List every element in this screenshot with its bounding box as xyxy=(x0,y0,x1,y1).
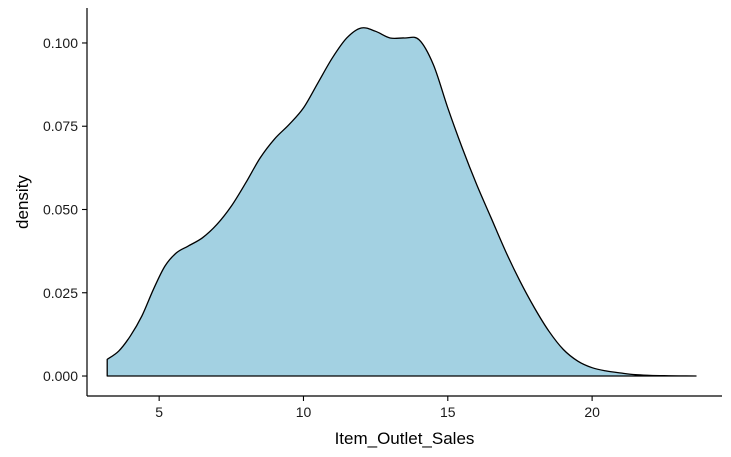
x-tick-label: 15 xyxy=(440,404,456,420)
x-axis-ticks: 5 10 15 20 xyxy=(155,396,600,420)
y-axis-title: density xyxy=(13,175,32,229)
x-tick-label: 5 xyxy=(155,404,163,420)
y-tick-label: 0.000 xyxy=(43,368,78,384)
x-axis-title: Item_Outlet_Sales xyxy=(335,429,475,448)
y-axis-ticks: 0.000 0.025 0.050 0.075 0.100 xyxy=(43,35,87,384)
density-area xyxy=(107,27,697,377)
y-tick-label: 0.075 xyxy=(43,118,78,134)
y-tick-label: 0.050 xyxy=(43,201,78,217)
x-tick-label: 10 xyxy=(296,404,312,420)
y-tick-label: 0.025 xyxy=(43,285,78,301)
x-tick-label: 20 xyxy=(584,404,600,420)
density-curve xyxy=(106,27,697,377)
y-tick-label: 0.100 xyxy=(43,35,78,51)
